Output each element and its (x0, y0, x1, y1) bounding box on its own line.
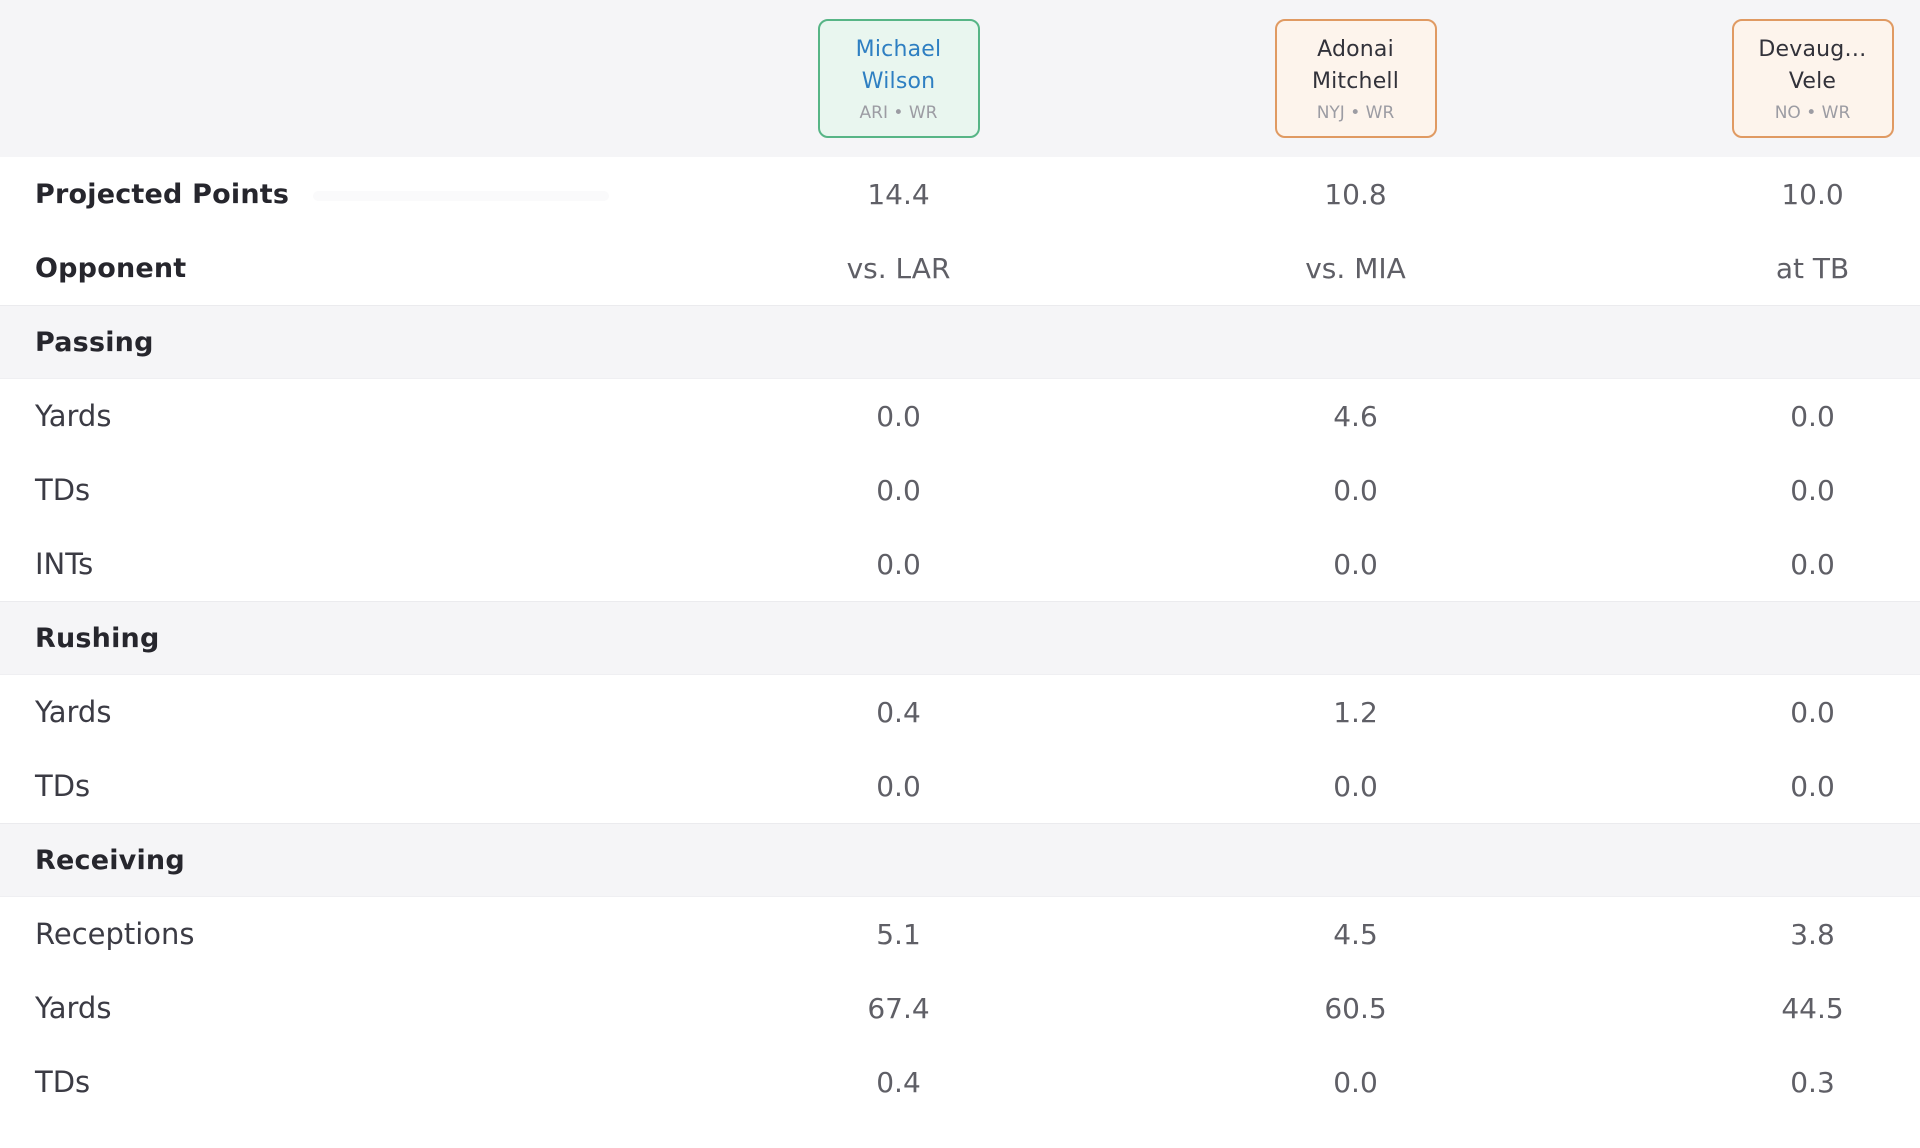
player-last-name[interactable]: Wilson (861, 69, 936, 94)
stat-value-cell: 5.1 (876, 917, 921, 951)
stat-rows-container: Projected Points 14.4 10.8 10.0 Opponent vs. … (0, 157, 1920, 1119)
stat-row: Yards 67.4 60.5 44.5 (0, 971, 1920, 1045)
stat-value-cell: 0.0 (1333, 769, 1378, 803)
stat-value-cell: 0.0 (876, 769, 921, 803)
stat-value-cell: 4.6 (1333, 399, 1378, 433)
section-header-label: Passing (35, 326, 154, 358)
section-row: Passing (0, 305, 1920, 379)
stat-value-cell: 0.3 (1790, 1065, 1835, 1099)
stat-row: Projected Points 14.4 10.8 10.0 (0, 157, 1920, 231)
stat-value-cell: at TB (1775, 251, 1850, 285)
stat-value-cell: 0.0 (1790, 695, 1835, 729)
stat-value-cell: 60.5 (1324, 991, 1387, 1025)
player-column-header-2: Adonai Mitchell NYJ • WR (1127, 19, 1584, 138)
stat-value-cell: vs. MIA (1305, 251, 1406, 285)
stat-row-label: Opponent (35, 252, 187, 284)
stat-value-cell: 0.0 (876, 399, 921, 433)
player-card-adonai-mitchell[interactable]: Adonai Mitchell NYJ • WR (1274, 19, 1437, 138)
stat-value-cell: 67.4 (867, 991, 930, 1025)
stat-value-cell: vs. LAR (846, 251, 951, 285)
stat-value-cell: 0.0 (876, 473, 921, 507)
stat-value-cell: 14.4 (867, 177, 930, 211)
stat-row-label: Yards (35, 399, 112, 433)
section-header-label: Receiving (35, 844, 185, 876)
stat-row-label: INTs (35, 547, 94, 581)
stat-row: INTs 0.0 0.0 0.0 (0, 527, 1920, 601)
player-column-header-3: Devaug… Vele NO • WR (1584, 19, 1920, 138)
table-header-row: Michael Wilson ARI • WR Adonai Mitchell … (0, 0, 1920, 157)
stat-value-cell: 0.0 (1333, 473, 1378, 507)
stat-row: Opponent vs. LAR vs. MIA at TB (0, 231, 1920, 305)
stat-row-label: Yards (35, 695, 112, 729)
stat-row-label: TDs (35, 1065, 91, 1099)
stat-value-cell: 4.5 (1333, 917, 1378, 951)
player-column-header-1: Michael Wilson ARI • WR (670, 19, 1127, 138)
stat-value-cell: 0.0 (1790, 399, 1835, 433)
stat-value-cell: 10.8 (1324, 177, 1387, 211)
player-team-position: NO • WR (1774, 103, 1851, 123)
player-card-michael-wilson[interactable]: Michael Wilson ARI • WR (817, 19, 980, 138)
stat-row: TDs 0.0 0.0 0.0 (0, 453, 1920, 527)
player-first-name[interactable]: Devaug… (1758, 37, 1867, 62)
player-card-devaughn-vele[interactable]: Devaug… Vele NO • WR (1731, 19, 1894, 138)
stat-value-cell: 10.0 (1781, 177, 1844, 211)
stat-value-cell: 3.8 (1790, 917, 1835, 951)
stat-value-cell: 1.2 (1333, 695, 1378, 729)
player-first-name[interactable]: Michael (855, 37, 942, 62)
player-last-name[interactable]: Vele (1788, 69, 1837, 94)
stat-row-label: Yards (35, 991, 112, 1025)
stat-value-cell: 0.0 (1790, 769, 1835, 803)
stat-row-label: Projected Points (35, 178, 290, 210)
stat-value-cell: 0.0 (1333, 1065, 1378, 1099)
stat-row-label: TDs (35, 473, 91, 507)
player-first-name[interactable]: Adonai (1317, 37, 1394, 62)
stat-value-cell: 0.0 (1790, 547, 1835, 581)
section-header-label: Rushing (35, 622, 160, 654)
stat-row-label: Receptions (35, 917, 195, 951)
stat-value-cell: 0.0 (1333, 547, 1378, 581)
stat-value-cell: 0.4 (876, 1065, 921, 1099)
stat-value-cell: 0.0 (1790, 473, 1835, 507)
stat-row: Yards 0.4 1.2 0.0 (0, 675, 1920, 749)
loading-shimmer-bar (313, 191, 610, 201)
player-team-position: ARI • WR (859, 103, 938, 123)
player-comparison-table: Michael Wilson ARI • WR Adonai Mitchell … (0, 0, 1920, 1119)
stat-value-cell: 0.4 (876, 695, 921, 729)
stat-row: Receptions 5.1 4.5 3.8 (0, 897, 1920, 971)
player-team-position: NYJ • WR (1316, 103, 1395, 123)
stat-row: Yards 0.0 4.6 0.0 (0, 379, 1920, 453)
player-last-name[interactable]: Mitchell (1311, 69, 1400, 94)
section-row: Receiving (0, 823, 1920, 897)
stat-value-cell: 0.0 (876, 547, 921, 581)
section-row: Rushing (0, 601, 1920, 675)
stat-value-cell: 44.5 (1781, 991, 1844, 1025)
stat-row: TDs 0.4 0.0 0.3 (0, 1045, 1920, 1119)
stat-row-label: TDs (35, 769, 91, 803)
stat-row: TDs 0.0 0.0 0.0 (0, 749, 1920, 823)
